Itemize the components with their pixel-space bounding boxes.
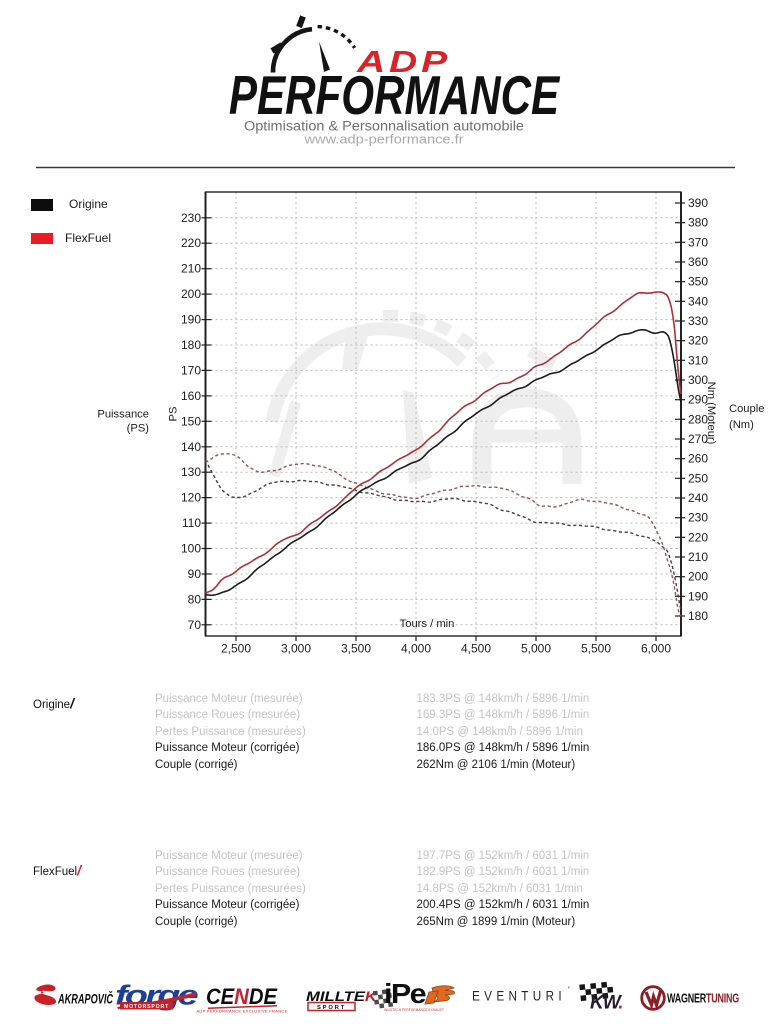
svg-text:310: 310 [688,353,708,367]
svg-text:ADP PERFORMANCE EXCLUSIVE FRAN: ADP PERFORMANCE EXCLUSIVE FRANCE [196,1009,287,1014]
svg-text:Nm (Moteur): Nm (Moteur) [705,382,717,445]
svg-text:5,000: 5,000 [521,642,551,656]
svg-text:230: 230 [181,211,201,225]
svg-text:290: 290 [688,393,708,407]
svg-text:MOTORSPORT: MOTORSPORT [124,1004,169,1010]
svg-text:190: 190 [181,313,201,327]
svg-text:230: 230 [688,511,708,525]
svg-text:3,000: 3,000 [281,642,311,656]
svg-text:6,000: 6,000 [641,642,671,656]
svg-text:160: 160 [181,389,201,403]
svg-text:AKRAPOVIČ: AKRAPOVIČ [57,992,113,1007]
svg-text:340: 340 [688,294,708,308]
svg-text:210: 210 [688,550,708,564]
svg-text:Couple: Couple [729,403,764,415]
svg-text:190: 190 [688,589,708,603]
svg-text:PS: PS [168,407,180,422]
svg-text:280: 280 [688,412,708,426]
svg-text:130: 130 [181,465,201,479]
svg-text:EVENTURI: EVENTURI [472,989,566,1004]
svg-text:www.adp-performance.fr: www.adp-performance.fr [303,132,464,147]
svg-text:100: 100 [181,542,201,556]
svg-text:ADP: ADP [356,45,451,79]
svg-text:KW.: KW. [590,993,623,1014]
svg-text:2,500: 2,500 [221,642,251,656]
svg-text:Tours / min: Tours / min [400,618,455,630]
svg-text:330: 330 [688,314,708,328]
svg-text:iPe: iPe [384,978,426,1009]
svg-text:CENDE: CENDE [206,984,278,1009]
svg-text:': ' [568,985,570,995]
svg-text:270: 270 [688,432,708,446]
svg-text:350: 350 [688,275,708,289]
svg-text:220: 220 [181,236,201,250]
svg-text:200: 200 [688,570,708,584]
svg-text:Puissance: Puissance [97,409,149,421]
svg-text:380: 380 [688,216,708,230]
svg-text:390: 390 [688,196,708,210]
svg-text:PERFORMANCE: PERFORMANCE [229,66,561,127]
svg-text:370: 370 [688,235,708,249]
svg-text:200: 200 [181,287,201,301]
svg-text:70: 70 [188,618,202,632]
svg-text:4,500: 4,500 [461,642,491,656]
svg-text:(Nm): (Nm) [729,419,754,431]
svg-text:220: 220 [688,530,708,544]
svg-text:INNOTECH PERFORMANCE EXHAUST: INNOTECH PERFORMANCE EXHAUST [384,1007,444,1012]
svg-text:180: 180 [181,338,201,352]
svg-text:300: 300 [688,373,708,387]
svg-text:110: 110 [182,516,201,530]
svg-text:5,500: 5,500 [581,642,611,656]
svg-text:120: 120 [181,491,201,505]
svg-text:360: 360 [688,255,708,269]
svg-text:WAGNERTUNING: WAGNERTUNING [667,991,739,1006]
svg-text:90: 90 [188,567,202,581]
svg-text:Optimisation & Personnalisatio: Optimisation & Personnalisation automobi… [244,119,524,135]
svg-text:170: 170 [181,363,201,377]
svg-text:140: 140 [181,440,201,454]
svg-text:SPORT: SPORT [317,1005,346,1011]
svg-text:180: 180 [688,609,708,623]
svg-text:250: 250 [688,471,708,485]
svg-text:4,000: 4,000 [401,642,431,656]
svg-text:240: 240 [688,491,708,505]
svg-text:210: 210 [181,262,201,276]
svg-text:320: 320 [688,334,708,348]
svg-text:260: 260 [688,452,708,466]
svg-text:3,500: 3,500 [341,642,371,656]
svg-text:(PS): (PS) [127,423,150,435]
svg-text:150: 150 [181,414,201,428]
svg-text:80: 80 [188,592,202,606]
